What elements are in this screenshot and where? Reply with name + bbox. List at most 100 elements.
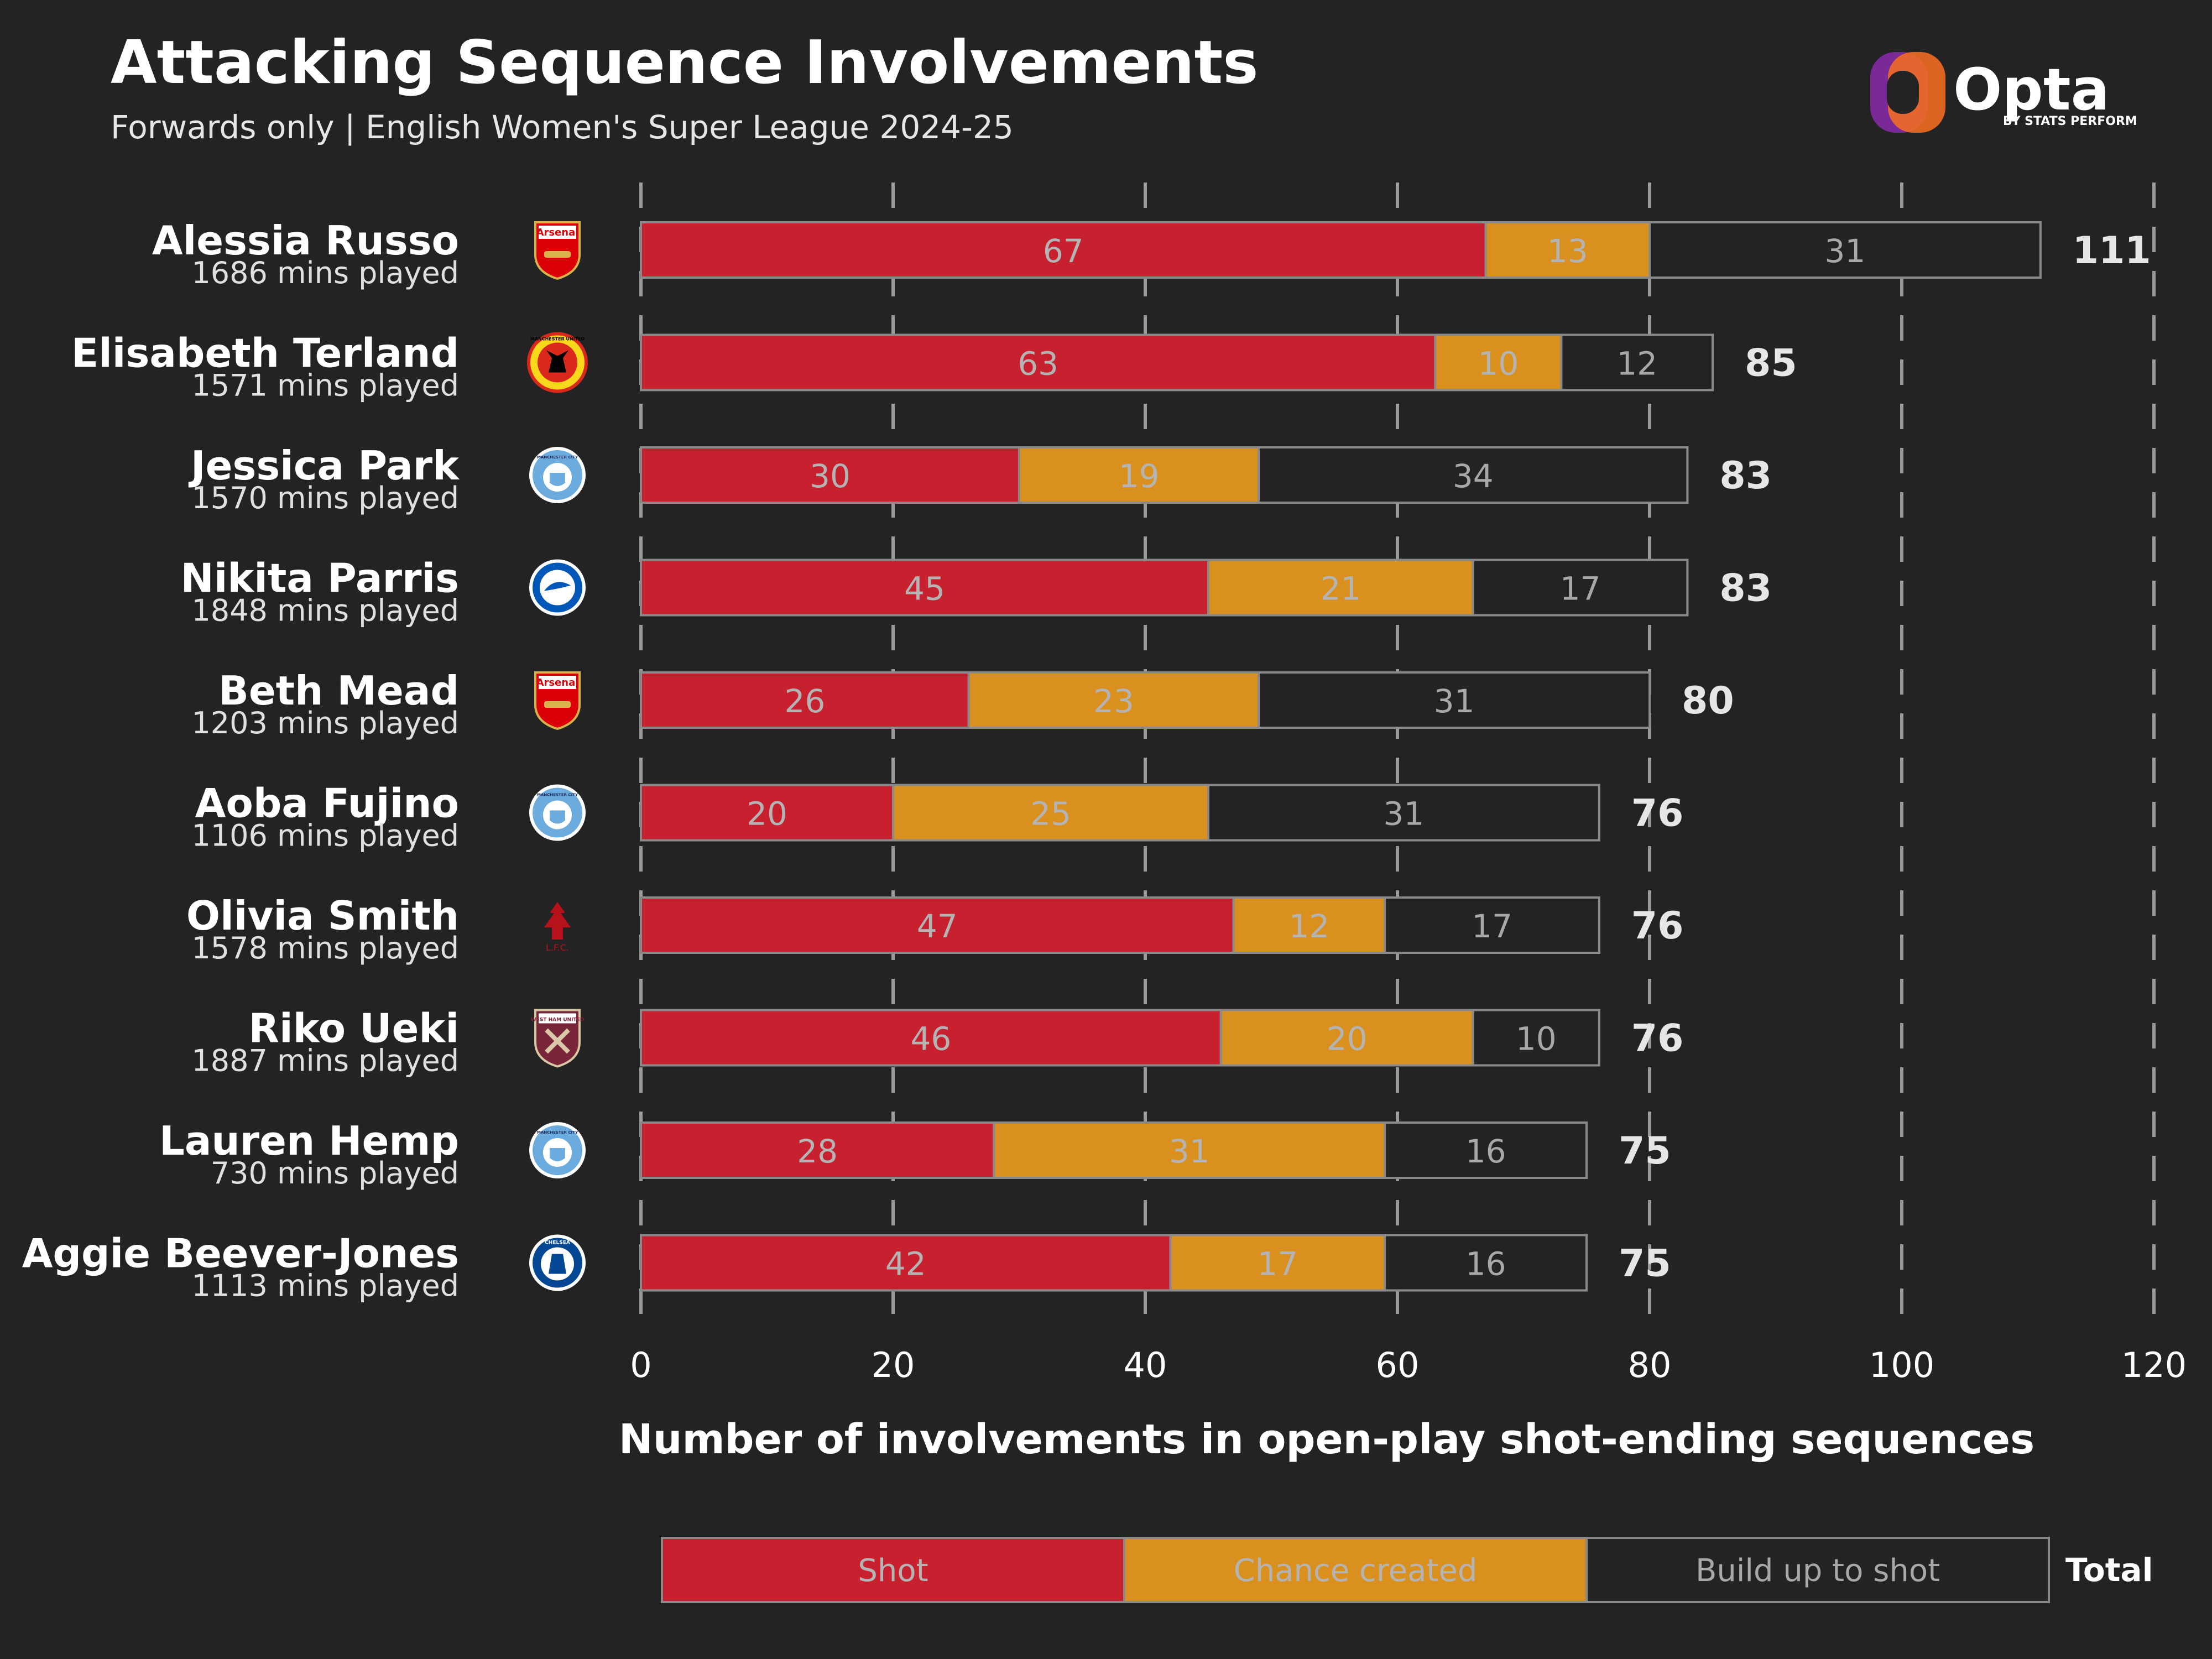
bar-value-label: 67 bbox=[1043, 232, 1084, 270]
legend: Shot Chance created Build up to shot Total bbox=[661, 1537, 2153, 1603]
hammer-shape bbox=[545, 1028, 570, 1054]
bar-value-label: 46 bbox=[910, 1020, 951, 1058]
bar-value-label: 13 bbox=[1547, 232, 1588, 270]
bar-value-label: 17 bbox=[1560, 570, 1601, 608]
x-tick-label: 80 bbox=[1628, 1345, 1672, 1385]
total-label: 76 bbox=[1631, 1017, 1684, 1061]
opta-logo-icon bbox=[1870, 52, 1945, 133]
bar-value-label: 17 bbox=[1257, 1245, 1298, 1283]
opta-logo: Opta BY STATS PERFORM bbox=[1870, 52, 2137, 133]
liverpool-crest-icon: L.F.C. bbox=[544, 902, 571, 953]
bar-value-label: 12 bbox=[1616, 345, 1657, 383]
player-minutes: 1113 mins played bbox=[191, 1269, 459, 1303]
bar-value-label: 31 bbox=[1824, 232, 1865, 270]
legend-shot-label: Shot bbox=[858, 1553, 928, 1589]
bar-value-label: 19 bbox=[1119, 457, 1160, 495]
player-name: Jessica Park bbox=[188, 442, 460, 489]
bar-segment-build-up bbox=[1560, 333, 1714, 392]
opta-logo-text: Opta bbox=[1953, 56, 2110, 123]
player-minutes: 730 mins played bbox=[211, 1156, 459, 1191]
bar-segment-build-up bbox=[1258, 446, 1689, 504]
bar-segment-chance-created bbox=[1169, 1234, 1386, 1292]
manchester-city-crest-icon: MANCHESTER CITY bbox=[529, 784, 586, 841]
x-tick-label: 0 bbox=[630, 1345, 651, 1385]
bar-segment-build-up bbox=[1207, 784, 1600, 842]
bar-value-label: 31 bbox=[1434, 682, 1475, 720]
bar-segment-shot bbox=[640, 896, 1235, 954]
cannon-shape bbox=[544, 251, 571, 258]
legend-chance-created-label: Chance created bbox=[1234, 1553, 1478, 1589]
crest-banner bbox=[539, 1013, 576, 1024]
bar-value-label: 63 bbox=[1018, 345, 1058, 383]
bar-segment-build-up bbox=[1384, 896, 1600, 954]
player-name: Aggie Beever-Jones bbox=[22, 1230, 459, 1277]
bar-segment-build-up bbox=[1384, 1121, 1588, 1179]
crest-banner bbox=[539, 226, 576, 239]
club-badge-text: MANCHESTER CITY bbox=[537, 793, 578, 797]
player-name: Alessia Russo bbox=[152, 217, 459, 264]
bar-value-label: 10 bbox=[1516, 1020, 1557, 1058]
club-badge-text: Arsenal bbox=[536, 677, 579, 688]
total-label: 75 bbox=[1619, 1242, 1671, 1286]
legend-build-up-label: Build up to shot bbox=[1695, 1553, 1940, 1589]
bar-value-label: 21 bbox=[1320, 570, 1361, 608]
crest-shield bbox=[550, 473, 565, 486]
x-axis-ticks: 0 20 40 60 80 100 120 bbox=[630, 1345, 2187, 1385]
bar-value-label: 31 bbox=[1383, 795, 1424, 833]
bar-segment-chance-created bbox=[1232, 896, 1386, 954]
manchester-city-crest-icon: MANCHESTER CITY bbox=[529, 447, 586, 503]
bar-segment-shot bbox=[640, 784, 894, 842]
bar-segment-shot bbox=[640, 333, 1437, 392]
player-name: Riko Ueki bbox=[249, 1005, 459, 1052]
bar-segment-shot bbox=[640, 559, 1209, 617]
player-minutes: 1570 mins played bbox=[191, 481, 459, 515]
x-tick-label: 20 bbox=[872, 1345, 915, 1385]
bar-segment-build-up bbox=[1384, 1234, 1588, 1292]
devil-shape bbox=[546, 350, 568, 373]
bar-value-label: 34 bbox=[1453, 457, 1494, 495]
club-badge-text: MANCHESTER UNITED bbox=[530, 337, 585, 342]
bar-segment-build-up bbox=[1258, 671, 1651, 729]
player-minutes: 1578 mins played bbox=[191, 931, 459, 966]
bar-segment-chance-created bbox=[993, 1121, 1386, 1179]
club-badge-text: WEST HAM UNITED bbox=[531, 1018, 584, 1023]
total-label: 75 bbox=[1619, 1129, 1671, 1173]
liverbird-shape bbox=[544, 902, 571, 940]
club-badge-text: MANCHESTER CITY bbox=[537, 455, 578, 460]
bar-value-label: 23 bbox=[1093, 682, 1134, 720]
player-name: Nikita Parris bbox=[180, 555, 459, 602]
x-tick-label: 60 bbox=[1376, 1345, 1420, 1385]
club-badge-text: L.F.C. bbox=[546, 942, 569, 953]
brighton-crest-icon bbox=[529, 559, 586, 616]
bar-value-label: 17 bbox=[1472, 907, 1512, 945]
club-badge-text: MANCHESTER CITY bbox=[537, 1130, 578, 1135]
bar-segment-build-up bbox=[1472, 1009, 1600, 1067]
chart-title: Attacking Sequence Involvements bbox=[111, 28, 1259, 97]
bar-segment-shot bbox=[640, 1234, 1172, 1292]
crest-shield bbox=[550, 1148, 565, 1161]
bar-segment-chance-created bbox=[1018, 446, 1260, 504]
player-minutes: 1848 mins played bbox=[191, 593, 459, 628]
bar-segment-shot bbox=[640, 671, 970, 729]
chelsea-crest-icon: CHELSEA bbox=[529, 1234, 586, 1291]
bar-value-label: 12 bbox=[1288, 907, 1329, 945]
player-minutes: 1887 mins played bbox=[191, 1044, 459, 1078]
total-label: 85 bbox=[1745, 342, 1797, 385]
manchester-united-crest-icon: MANCHESTER UNITED bbox=[527, 332, 588, 393]
bar-value-label: 16 bbox=[1465, 1245, 1506, 1283]
x-axis-label: Number of involvements in open-play shot… bbox=[619, 1416, 2034, 1463]
total-label: 83 bbox=[1719, 567, 1772, 611]
x-tick-label: 100 bbox=[1869, 1345, 1934, 1385]
manchester-city-crest-icon: MANCHESTER CITY bbox=[529, 1122, 586, 1178]
player-minutes: 1571 mins played bbox=[191, 368, 459, 403]
legend-total-label: Total bbox=[2065, 1551, 2153, 1589]
